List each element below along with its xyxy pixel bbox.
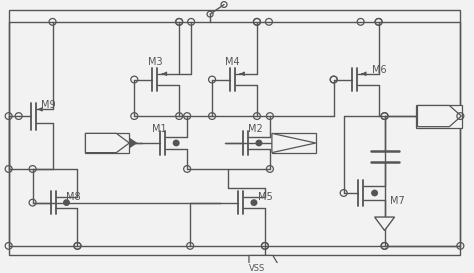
Text: M5: M5 bbox=[258, 192, 273, 202]
Text: IN1: IN1 bbox=[99, 138, 116, 148]
Text: M1: M1 bbox=[152, 124, 167, 133]
Text: M6: M6 bbox=[372, 65, 386, 75]
Text: out: out bbox=[423, 111, 439, 121]
Polygon shape bbox=[249, 256, 281, 273]
Circle shape bbox=[251, 200, 257, 205]
Polygon shape bbox=[272, 133, 316, 153]
Circle shape bbox=[256, 140, 262, 146]
Text: IN1: IN1 bbox=[97, 138, 114, 148]
Text: M3: M3 bbox=[148, 57, 163, 67]
Polygon shape bbox=[374, 217, 394, 230]
Circle shape bbox=[173, 140, 179, 146]
Text: M8: M8 bbox=[65, 192, 80, 202]
Text: M7: M7 bbox=[390, 196, 404, 206]
Polygon shape bbox=[418, 105, 461, 127]
Text: VSS: VSS bbox=[249, 265, 265, 273]
Text: M9: M9 bbox=[41, 100, 55, 109]
Bar bbox=[272, 133, 316, 153]
FancyArrowPatch shape bbox=[111, 137, 137, 149]
Circle shape bbox=[372, 190, 377, 196]
Text: M2: M2 bbox=[248, 124, 263, 133]
Text: M4: M4 bbox=[225, 57, 240, 67]
Text: IN2: IN2 bbox=[285, 138, 302, 148]
Circle shape bbox=[64, 200, 69, 205]
FancyBboxPatch shape bbox=[417, 105, 462, 127]
Polygon shape bbox=[85, 133, 129, 153]
Bar bbox=[85, 133, 129, 153]
